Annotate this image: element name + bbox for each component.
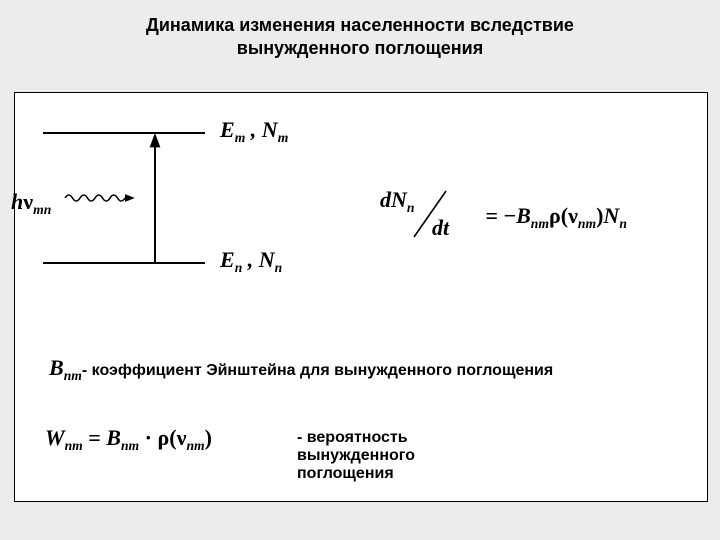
content-panel: hνmn Em , Nm En , Nn dNn dt = −Bnmρ(νnm)… — [14, 92, 708, 502]
upper-level-label: Em , Nm — [220, 117, 288, 146]
einstein-coefficient-line: Bnm- коэффициент Эйнштейна для вынужденн… — [49, 355, 553, 384]
transition-probability-line: Wnm = Bnm · ρ(νnm) - вероятность вынужде… — [45, 425, 212, 454]
title-line1: Динамика изменения населенности вследств… — [146, 15, 574, 35]
photon-energy-label: hνmn — [11, 189, 51, 218]
rate-equation: dNn dt = −Bnmρ(νnm)Nn — [380, 189, 627, 245]
title-line2: вынужденного поглощения — [237, 38, 483, 58]
page-title: Динамика изменения населенности вследств… — [0, 0, 720, 59]
lower-level-label: En , Nn — [220, 247, 282, 276]
